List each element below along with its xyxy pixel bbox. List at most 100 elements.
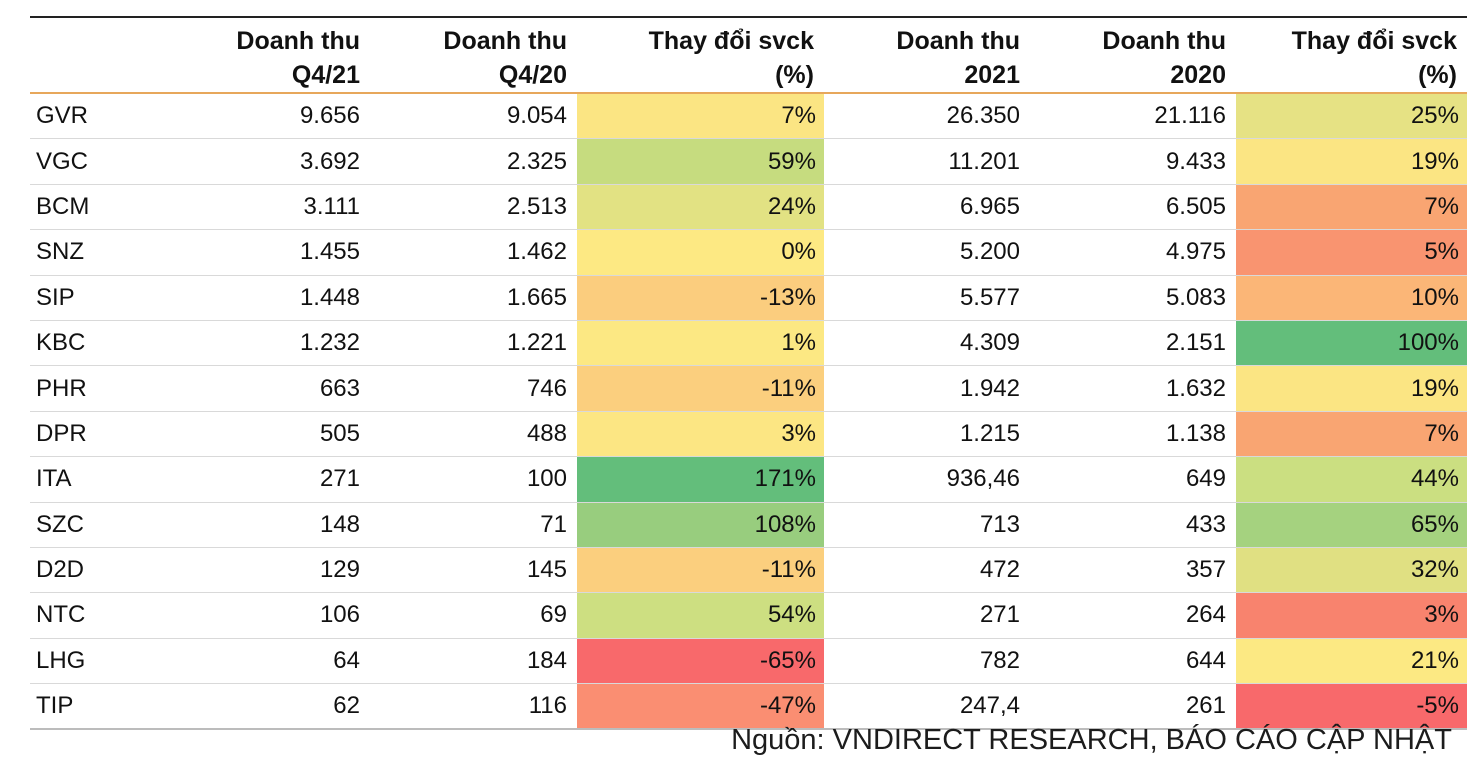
change-quarter-cell: 24% <box>577 184 824 231</box>
revenue-q420-cell: 184 <box>370 638 577 685</box>
revenue-q421-cell: 271 <box>140 456 370 503</box>
change-quarter-cell: 171% <box>577 456 824 503</box>
change-year-cell: 3% <box>1236 592 1467 639</box>
table-row: GVR 9.656 9.054 7% 26.350 21.116 25% <box>30 93 1467 140</box>
revenue-q420-cell: 145 <box>370 547 577 594</box>
change-year-cell: 19% <box>1236 365 1467 412</box>
revenue-2021-cell: 5.577 <box>824 275 1030 321</box>
revenue-q420-cell: 9.054 <box>370 93 577 140</box>
revenue-q421-cell: 64 <box>140 638 370 685</box>
revenue-q421-cell: 148 <box>140 502 370 548</box>
revenue-q421-cell: 505 <box>140 411 370 458</box>
change-year-cell: 25% <box>1236 93 1467 140</box>
ticker-cell: SNZ <box>30 229 140 276</box>
revenue-q420-cell: 1.665 <box>370 275 577 321</box>
revenue-2020-cell: 1.632 <box>1030 365 1236 412</box>
header-label: Thay đổi svck <box>648 27 814 55</box>
header-revenue-2020: Doanh thu 2020 <box>1030 22 1236 94</box>
revenue-2021-cell: 472 <box>824 547 1030 594</box>
change-quarter-cell: -11% <box>577 547 824 594</box>
table-row: LHG 64 184 -65% 782 644 21% <box>30 638 1467 685</box>
header-unit: (%) <box>775 61 814 89</box>
revenue-q420-cell: 2.513 <box>370 184 577 231</box>
change-year-cell: 19% <box>1236 138 1467 185</box>
change-quarter-cell: -47% <box>577 683 824 731</box>
revenue-q421-cell: 129 <box>140 547 370 594</box>
revenue-2021-cell: 1.215 <box>824 411 1030 458</box>
revenue-2020-cell: 5.083 <box>1030 275 1236 321</box>
change-year-cell: 7% <box>1236 411 1467 458</box>
revenue-2020-cell: 649 <box>1030 456 1236 503</box>
change-year-cell: 10% <box>1236 275 1467 321</box>
revenue-2021-cell: 26.350 <box>824 93 1030 140</box>
ticker-cell: VGC <box>30 138 140 185</box>
revenue-2021-cell: 782 <box>824 638 1030 685</box>
header-change-quarter: Thay đổi svck (%) <box>577 22 824 94</box>
change-quarter-cell: -65% <box>577 638 824 685</box>
change-year-cell: 44% <box>1236 456 1467 503</box>
change-quarter-cell: -13% <box>577 275 824 321</box>
change-quarter-cell: 108% <box>577 502 824 548</box>
header-label: Thay đổi svck <box>1291 27 1457 55</box>
header-period: 2020 <box>1170 61 1226 89</box>
change-quarter-cell: -11% <box>577 365 824 412</box>
ticker-cell: PHR <box>30 365 140 412</box>
revenue-2020-cell: 4.975 <box>1030 229 1236 276</box>
ticker-cell: DPR <box>30 411 140 458</box>
revenue-2021-cell: 5.200 <box>824 229 1030 276</box>
ticker-cell: ITA <box>30 456 140 503</box>
revenue-q420-cell: 100 <box>370 456 577 503</box>
table-row: DPR 505 488 3% 1.215 1.138 7% <box>30 411 1467 458</box>
ticker-cell: GVR <box>30 93 140 140</box>
revenue-2020-cell: 264 <box>1030 592 1236 639</box>
table-row: PHR 663 746 -11% 1.942 1.632 19% <box>30 365 1467 412</box>
ticker-cell: TIP <box>30 683 140 731</box>
revenue-2020-cell: 2.151 <box>1030 320 1236 367</box>
table-row: NTC 106 69 54% 271 264 3% <box>30 592 1467 639</box>
revenue-2021-cell: 713 <box>824 502 1030 548</box>
revenue-2021-cell: 6.965 <box>824 184 1030 231</box>
header-unit: (%) <box>1418 61 1457 89</box>
revenue-q420-cell: 69 <box>370 592 577 639</box>
change-year-cell: 7% <box>1236 184 1467 231</box>
ticker-cell: SIP <box>30 275 140 321</box>
revenue-2021-cell: 4.309 <box>824 320 1030 367</box>
header-label: Doanh thu <box>236 27 360 55</box>
table-row: D2D 129 145 -11% 472 357 32% <box>30 547 1467 594</box>
change-quarter-cell: 54% <box>577 592 824 639</box>
header-period: Q4/21 <box>291 61 360 89</box>
table-row: SZC 148 71 108% 713 433 65% <box>30 502 1467 548</box>
header-period: Q4/20 <box>498 61 567 89</box>
ticker-cell: D2D <box>30 547 140 594</box>
table-row: ITA 271 100 171% 936,46 649 44% <box>30 456 1467 503</box>
revenue-2020-cell: 9.433 <box>1030 138 1236 185</box>
revenue-2021-cell: 271 <box>824 592 1030 639</box>
change-quarter-cell: 59% <box>577 138 824 185</box>
change-year-cell: 5% <box>1236 229 1467 276</box>
revenue-q421-cell: 106 <box>140 592 370 639</box>
header-revenue-2021: Doanh thu 2021 <box>824 22 1030 94</box>
change-year-cell: 32% <box>1236 547 1467 594</box>
source-note: Nguồn: VNDIRECT RESEARCH, BÁO CÁO CẬP NH… <box>731 724 1452 756</box>
revenue-2020-cell: 21.116 <box>1030 93 1236 140</box>
table-row: BCM 3.111 2.513 24% 6.965 6.505 7% <box>30 184 1467 231</box>
revenue-2020-cell: 261 <box>1030 683 1236 731</box>
revenue-q421-cell: 1.232 <box>140 320 370 367</box>
change-year-cell: -5% <box>1236 683 1467 731</box>
revenue-q421-cell: 9.656 <box>140 93 370 140</box>
ticker-cell: SZC <box>30 502 140 548</box>
revenue-2020-cell: 644 <box>1030 638 1236 685</box>
table-row: VGC 3.692 2.325 59% 11.201 9.433 19% <box>30 138 1467 185</box>
change-year-cell: 100% <box>1236 320 1467 367</box>
header-label: Doanh thu <box>443 27 567 55</box>
change-quarter-cell: 0% <box>577 229 824 276</box>
revenue-table: Doanh thu Q4/21 Doanh thu Q4/20 Thay đổi… <box>30 22 1467 731</box>
change-year-cell: 21% <box>1236 638 1467 685</box>
revenue-2020-cell: 433 <box>1030 502 1236 548</box>
revenue-q420-cell: 746 <box>370 365 577 412</box>
revenue-q420-cell: 488 <box>370 411 577 458</box>
header-ticker <box>30 22 140 94</box>
revenue-2020-cell: 1.138 <box>1030 411 1236 458</box>
header-change-year: Thay đổi svck (%) <box>1236 22 1467 94</box>
revenue-q420-cell: 1.462 <box>370 229 577 276</box>
